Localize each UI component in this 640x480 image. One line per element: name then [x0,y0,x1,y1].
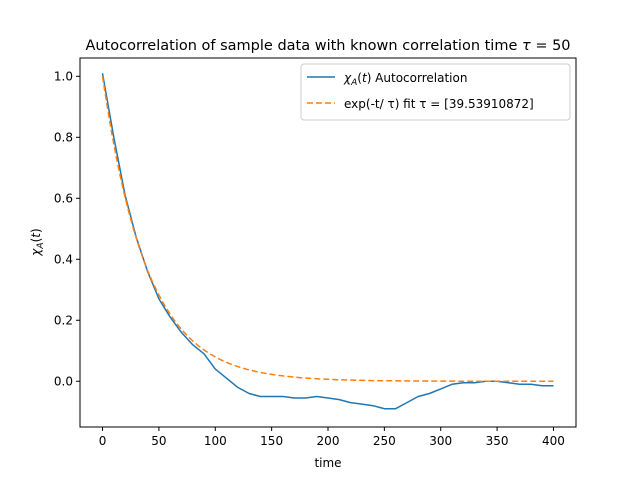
y-tick-label: 0.6 [54,191,73,205]
x-tick-label: 0 [99,434,107,448]
y-axis-label: χA(t) [29,228,46,256]
chart-title: Autocorrelation of sample data with know… [85,38,570,54]
x-tick-label: 150 [260,434,283,448]
y-tick-label: 0.0 [54,374,73,388]
legend-entry-autocorrelation: χA(t) Autocorrelation [343,71,467,88]
y-tick-label: 0.2 [54,313,73,327]
y-tick-label: 0.4 [54,252,73,266]
series-line-exp-fit [101,76,554,382]
x-tick-label: 350 [486,434,509,448]
legend-box [300,63,571,121]
x-tick-label: 100 [204,434,227,448]
y-tick-label: 0.8 [54,130,73,144]
series-line-autocorrelation [101,73,554,410]
x-axis-ticks: 0 50 100 150 200 250 300 350 400 [99,427,565,448]
y-tick-label: 1.0 [54,69,73,83]
plot-area: 0 50 100 150 200 250 300 350 400 0.0 0.2 0.4 0.6 0.8… [54,57,577,448]
x-tick-label: 250 [373,434,396,448]
legend: χA(t) Autocorrelation exp(-t/ τ) fit τ =… [300,63,571,121]
legend-entry-exp-fit: exp(-t/ τ) fit τ = [39.53910872] [344,97,534,111]
y-axis-ticks: 0.0 0.2 0.4 0.6 0.8 1.0 [54,69,80,388]
x-tick-label: 50 [151,434,166,448]
series-group [101,73,554,410]
x-tick-label: 400 [542,434,565,448]
x-axis-label: time [314,456,341,470]
x-tick-label: 300 [429,434,452,448]
x-tick-label: 200 [317,434,340,448]
